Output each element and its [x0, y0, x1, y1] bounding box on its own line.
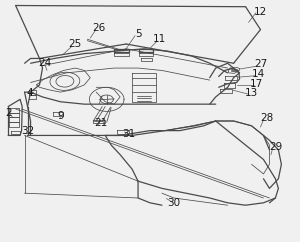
Text: 9: 9 [57, 111, 64, 121]
Text: 28: 28 [260, 113, 273, 123]
Text: 30: 30 [167, 198, 181, 208]
Text: 26: 26 [93, 23, 106, 33]
Text: 17: 17 [250, 79, 263, 89]
Text: 2: 2 [5, 108, 11, 118]
Text: 11: 11 [152, 34, 166, 44]
Text: 4: 4 [27, 88, 33, 98]
Text: 31: 31 [122, 129, 136, 139]
Text: 29: 29 [269, 143, 282, 152]
Text: 14: 14 [251, 69, 265, 79]
Text: 12: 12 [254, 7, 267, 16]
Text: 5: 5 [135, 29, 141, 39]
Text: 24: 24 [38, 58, 52, 68]
Text: 25: 25 [68, 39, 81, 49]
Text: 32: 32 [22, 126, 35, 136]
Text: 21: 21 [94, 118, 107, 128]
Text: 27: 27 [254, 60, 267, 69]
Text: 13: 13 [245, 88, 258, 98]
